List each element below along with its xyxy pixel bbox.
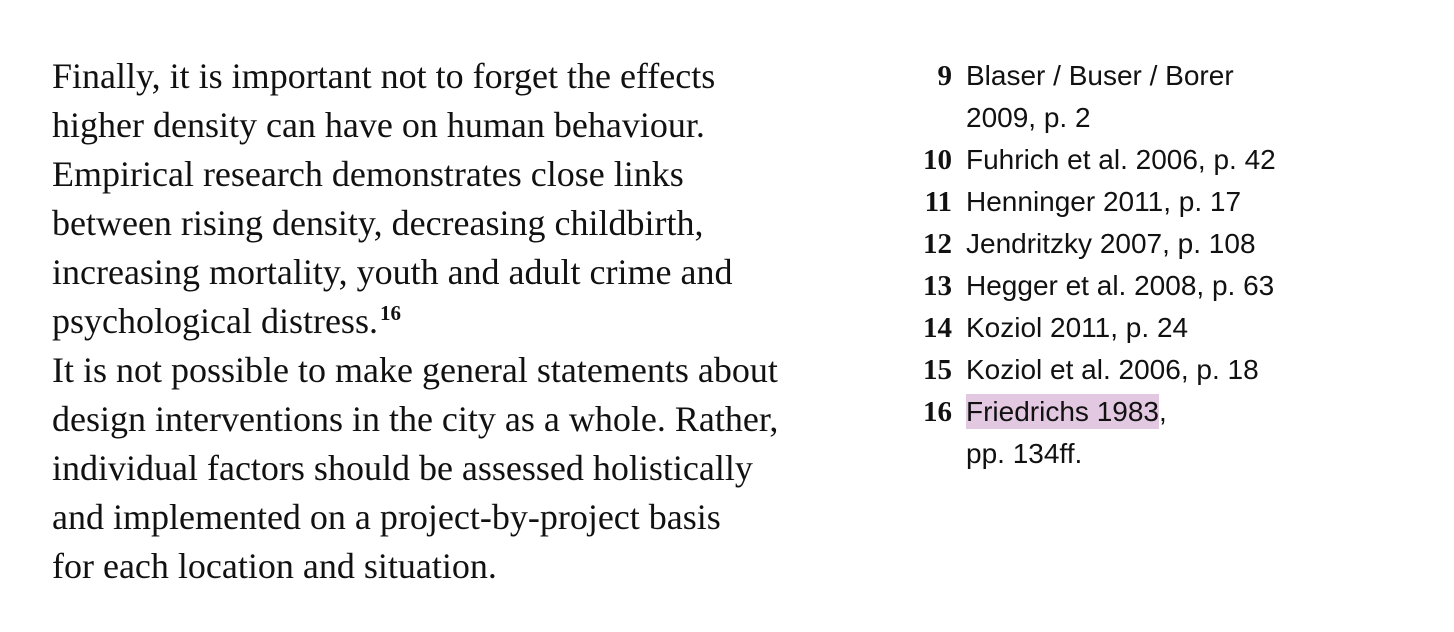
footnote-11: 11 Henninger 2011, p. 17	[910, 181, 1430, 223]
text-line: higher density can have on human behavio…	[52, 105, 705, 145]
footnote-9: 9 Blaser / Buser / Borer 2009, p. 2	[910, 55, 1430, 139]
footnotes-column: 9 Blaser / Buser / Borer 2009, p. 2 10 F…	[910, 55, 1430, 475]
footnote-text: Blaser / Buser / Borer 2009, p. 2	[966, 55, 1234, 139]
footnote-text: Jendritzky 2007, p. 108	[966, 228, 1256, 259]
text-line: design interventions in the city as a wh…	[52, 399, 779, 439]
footnote-10: 10 Fuhrich et al. 2006, p. 42	[910, 139, 1430, 181]
footnote-16: 16 Friedrichs 1983, pp. 134ff.	[910, 391, 1430, 475]
footnote-number: 11	[924, 186, 952, 218]
text-line: between rising density, decreasing child…	[52, 203, 704, 243]
footnote-text: Fuhrich et al. 2006, p. 42	[966, 144, 1276, 175]
footnote-number: 13	[923, 270, 952, 302]
footnote-text: Henninger 2011, p. 17	[966, 186, 1242, 217]
text-line: increasing mortality, youth and adult cr…	[52, 252, 733, 292]
text-line: and implemented on a project-by-project …	[52, 497, 721, 537]
footnote-line: Friedrichs 1983,	[966, 391, 1167, 433]
footnote-line: 2009, p. 2	[966, 102, 1091, 133]
footnote-reference[interactable]: 16	[379, 301, 401, 325]
footnote-line: Blaser / Buser / Borer	[966, 60, 1234, 91]
highlighted-citation[interactable]: Friedrichs 1983	[966, 394, 1159, 429]
footnote-text: Koziol 2011, p. 24	[966, 312, 1189, 343]
footnote-12: 12 Jendritzky 2007, p. 108	[910, 223, 1430, 265]
text-line: It is not possible to make general state…	[52, 350, 778, 390]
text-line: psychological distress.	[52, 301, 378, 341]
footnote-text: Hegger et al. 2008, p. 63	[966, 270, 1275, 301]
footnote-punctuation: ,	[1158, 396, 1167, 427]
footnote-number: 10	[923, 144, 952, 176]
footnote-number: 12	[923, 228, 952, 260]
text-line: Finally, it is important not to forget t…	[52, 56, 716, 96]
footnote-15: 15 Koziol et al. 2006, p. 18	[910, 349, 1430, 391]
footnote-line: pp. 134ff.	[966, 438, 1083, 469]
paragraph-1: Finally, it is important not to forget t…	[52, 52, 812, 346]
paragraph-2: It is not possible to make general state…	[52, 346, 812, 591]
text-line: individual factors should be assessed ho…	[52, 448, 753, 488]
footnote-number: 15	[923, 354, 952, 386]
footnote-text: Friedrichs 1983, pp. 134ff.	[966, 391, 1167, 475]
footnote-text: Koziol et al. 2006, p. 18	[966, 354, 1259, 385]
text-line: Empirical research demonstrates close li…	[52, 154, 684, 194]
footnote-number: 9	[937, 60, 953, 92]
footnote-14: 14 Koziol 2011, p. 24	[910, 307, 1430, 349]
main-text-column: Finally, it is important not to forget t…	[52, 52, 812, 591]
footnote-13: 13 Hegger et al. 2008, p. 63	[910, 265, 1430, 307]
footnote-number: 14	[923, 312, 952, 344]
text-line: for each location and situation.	[52, 546, 497, 586]
footnote-number: 16	[923, 396, 952, 428]
text-line-with-footnote: psychological distress.16	[52, 297, 812, 346]
